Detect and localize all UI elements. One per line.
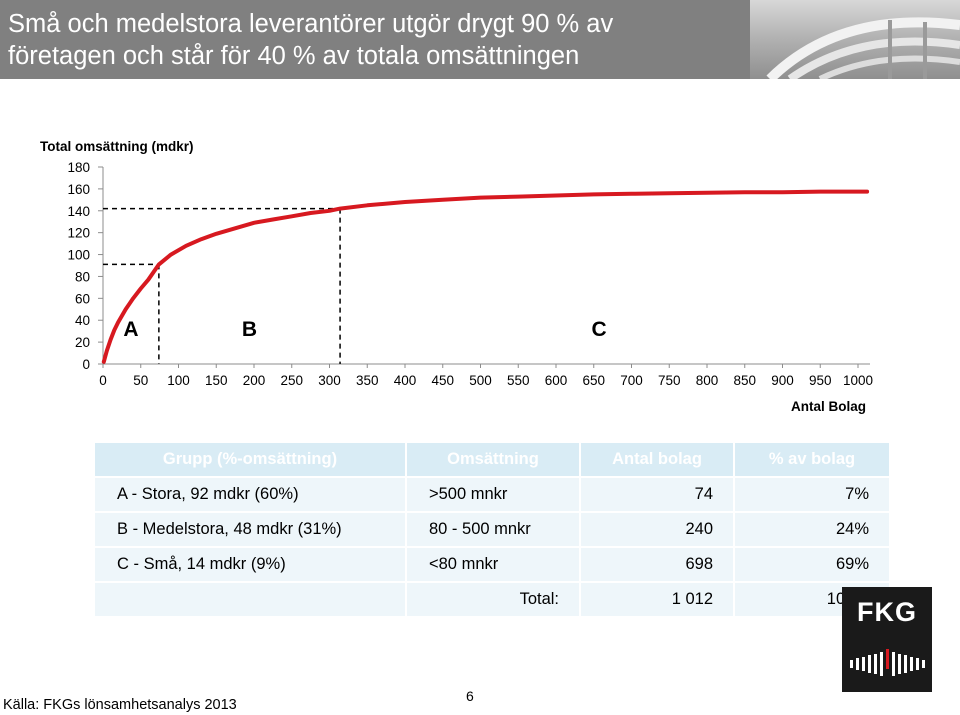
x-tick-label: 850	[733, 373, 756, 388]
cell-empty	[95, 582, 407, 618]
slide-title: Små och medelstora leverantörer utgör dr…	[8, 8, 748, 72]
x-tick-label: 350	[356, 373, 379, 388]
title-line-2: företagen och står för 40 % av totala om…	[8, 42, 580, 70]
header-grupp: Grupp (%-omsättning)	[95, 443, 407, 478]
x-tick-label: 700	[620, 373, 643, 388]
cell-antal-bolag: 74	[580, 477, 735, 513]
x-tick-label: 50	[133, 373, 148, 388]
cell-grupp: B - Medelstora, 48 mdkr (31%)	[95, 512, 407, 548]
cell-pct-bolag: 24%	[734, 512, 891, 548]
region-label: C	[591, 318, 606, 341]
cell-pct-bolag: 7%	[734, 477, 891, 513]
y-tick-label: 40	[75, 313, 90, 328]
header-omsattning: Omsättning	[406, 443, 581, 478]
x-ticks: 0 50 100 150 200 250 300 350 400 450 500 550 600 650 7…	[99, 364, 873, 388]
y-tick-label: 0	[82, 357, 90, 372]
y-tick-label: 120	[67, 226, 90, 241]
table-row: C - Små, 14 mdkr (9%) <80 mnkr 698 69%	[95, 547, 891, 583]
x-tick-label: 0	[99, 373, 107, 388]
header-pct-bolag: % av bolag	[734, 443, 891, 478]
x-tick-label: 600	[545, 373, 568, 388]
region-label: B	[242, 318, 257, 341]
x-tick-label: 750	[658, 373, 681, 388]
region-labels: A B C	[123, 318, 606, 341]
summary-table: Grupp (%-omsättning) Omsättning Antal bo…	[95, 443, 891, 618]
page-number: 6	[466, 688, 474, 704]
y-ticks: 0 20 40 60 80 100 120 140 160 180	[67, 160, 103, 372]
highway-image	[766, 17, 960, 79]
x-tick-label: 400	[394, 373, 417, 388]
x-tick-label: 250	[280, 373, 303, 388]
logo-text: FKG	[857, 597, 917, 627]
cell-omsattning: >500 mnkr	[406, 477, 581, 513]
cell-total-antal: 1 012	[580, 582, 735, 618]
table-row: A - Stora, 92 mdkr (60%) >500 mnkr 74 7%	[95, 477, 891, 513]
series-line	[101, 189, 870, 364]
series-group	[101, 189, 870, 364]
cell-omsattning: <80 mnkr	[406, 547, 581, 583]
table-total-row: Total: 1 012 100%	[95, 582, 891, 618]
y-tick-label: 160	[67, 182, 90, 197]
region-label: A	[123, 318, 138, 341]
x-tick-label: 200	[243, 373, 266, 388]
x-tick-label: 550	[507, 373, 530, 388]
y-tick-label: 140	[67, 204, 90, 219]
x-tick-label: 900	[771, 373, 794, 388]
y-tick-label: 80	[75, 269, 90, 284]
x-tick-label: 450	[431, 373, 454, 388]
cell-antal-bolag: 698	[580, 547, 735, 583]
title-line-1: Små och medelstora leverantörer utgör dr…	[8, 10, 614, 38]
x-tick-label: 500	[469, 373, 492, 388]
cell-antal-bolag: 240	[580, 512, 735, 548]
x-tick-label: 150	[205, 373, 228, 388]
x-tick-label: 950	[809, 373, 832, 388]
y-axis-title: Total omsättning (mdkr)	[40, 139, 194, 154]
table-row: B - Medelstora, 48 mdkr (31%) 80 - 500 m…	[95, 512, 891, 548]
logo-bars-icon	[850, 649, 925, 676]
header-antal-bolag: Antal bolag	[580, 443, 735, 478]
title-banner: Små och medelstora leverantörer utgör dr…	[0, 0, 960, 79]
table-header-row: Grupp (%-omsättning) Omsättning Antal bo…	[95, 443, 891, 478]
chart: Total omsättning (mdkr) Antal Bolag 0 20 4…	[40, 139, 873, 414]
cell-omsattning: 80 - 500 mnkr	[406, 512, 581, 548]
cell-grupp: C - Små, 14 mdkr (9%)	[95, 547, 407, 583]
y-tick-label: 20	[75, 335, 90, 350]
x-axis-title: Antal Bolag	[791, 399, 866, 414]
y-tick-label: 180	[67, 160, 90, 175]
y-tick-label: 60	[75, 291, 90, 306]
cell-total-label: Total:	[406, 582, 581, 618]
reference-lines	[103, 207, 341, 364]
x-tick-label: 1000	[843, 373, 873, 388]
source-note: Källa: FKGs lönsamhetsanalys 2013	[3, 697, 237, 713]
x-tick-label: 100	[167, 373, 190, 388]
x-tick-label: 650	[582, 373, 605, 388]
y-tick-label: 100	[67, 248, 90, 263]
x-tick-label: 300	[318, 373, 341, 388]
x-tick-label: 800	[696, 373, 719, 388]
cell-pct-bolag: 69%	[734, 547, 891, 583]
cell-grupp: A - Stora, 92 mdkr (60%)	[95, 477, 407, 513]
fkg-logo: FKG	[842, 587, 932, 692]
header-photo	[750, 0, 960, 79]
